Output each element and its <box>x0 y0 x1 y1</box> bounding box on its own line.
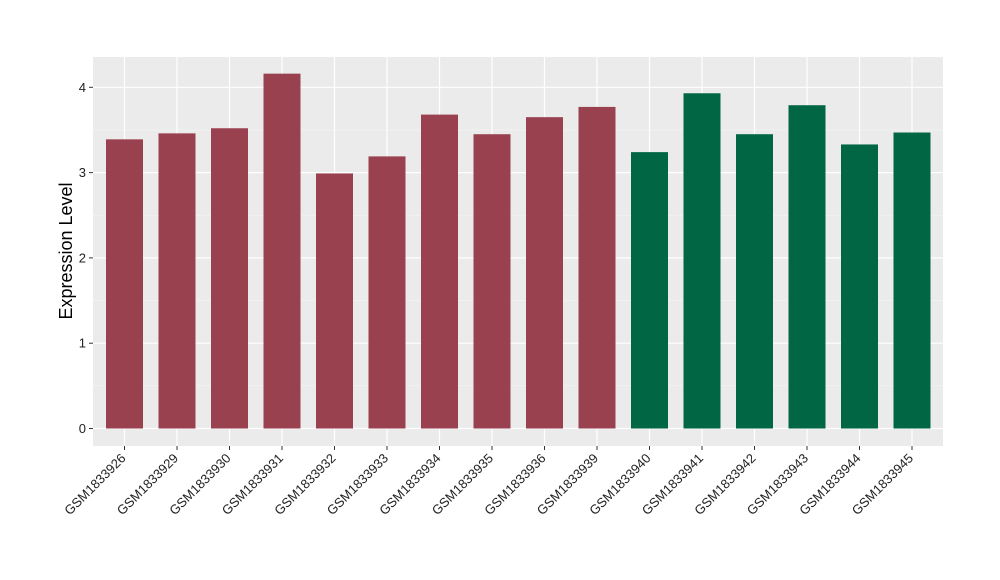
bar <box>683 93 721 429</box>
bar <box>211 128 248 429</box>
y-tick-label: 0 <box>79 421 86 436</box>
y-tick-label: 1 <box>79 336 86 351</box>
y-tick-label: 2 <box>79 250 86 265</box>
bar <box>788 105 826 429</box>
bar <box>893 132 931 429</box>
y-axis-title: Expression Level <box>56 182 76 319</box>
bar <box>473 134 511 429</box>
bar <box>421 114 458 429</box>
bar <box>158 133 196 429</box>
bar <box>106 139 143 429</box>
y-tick-label: 4 <box>79 80 86 95</box>
bar <box>263 73 301 429</box>
bar <box>841 144 878 429</box>
bar <box>631 152 668 429</box>
y-tick-label: 3 <box>79 165 86 180</box>
bar <box>368 156 406 429</box>
bar <box>736 134 773 429</box>
y-axis: 0 1 2 3 4 <box>79 80 93 436</box>
x-axis: GSM1833926GSM1833929GSM1833930GSM1833931… <box>61 446 916 518</box>
bar <box>316 173 353 429</box>
bars-group <box>106 73 931 429</box>
bar <box>578 106 616 429</box>
bar <box>526 117 563 429</box>
